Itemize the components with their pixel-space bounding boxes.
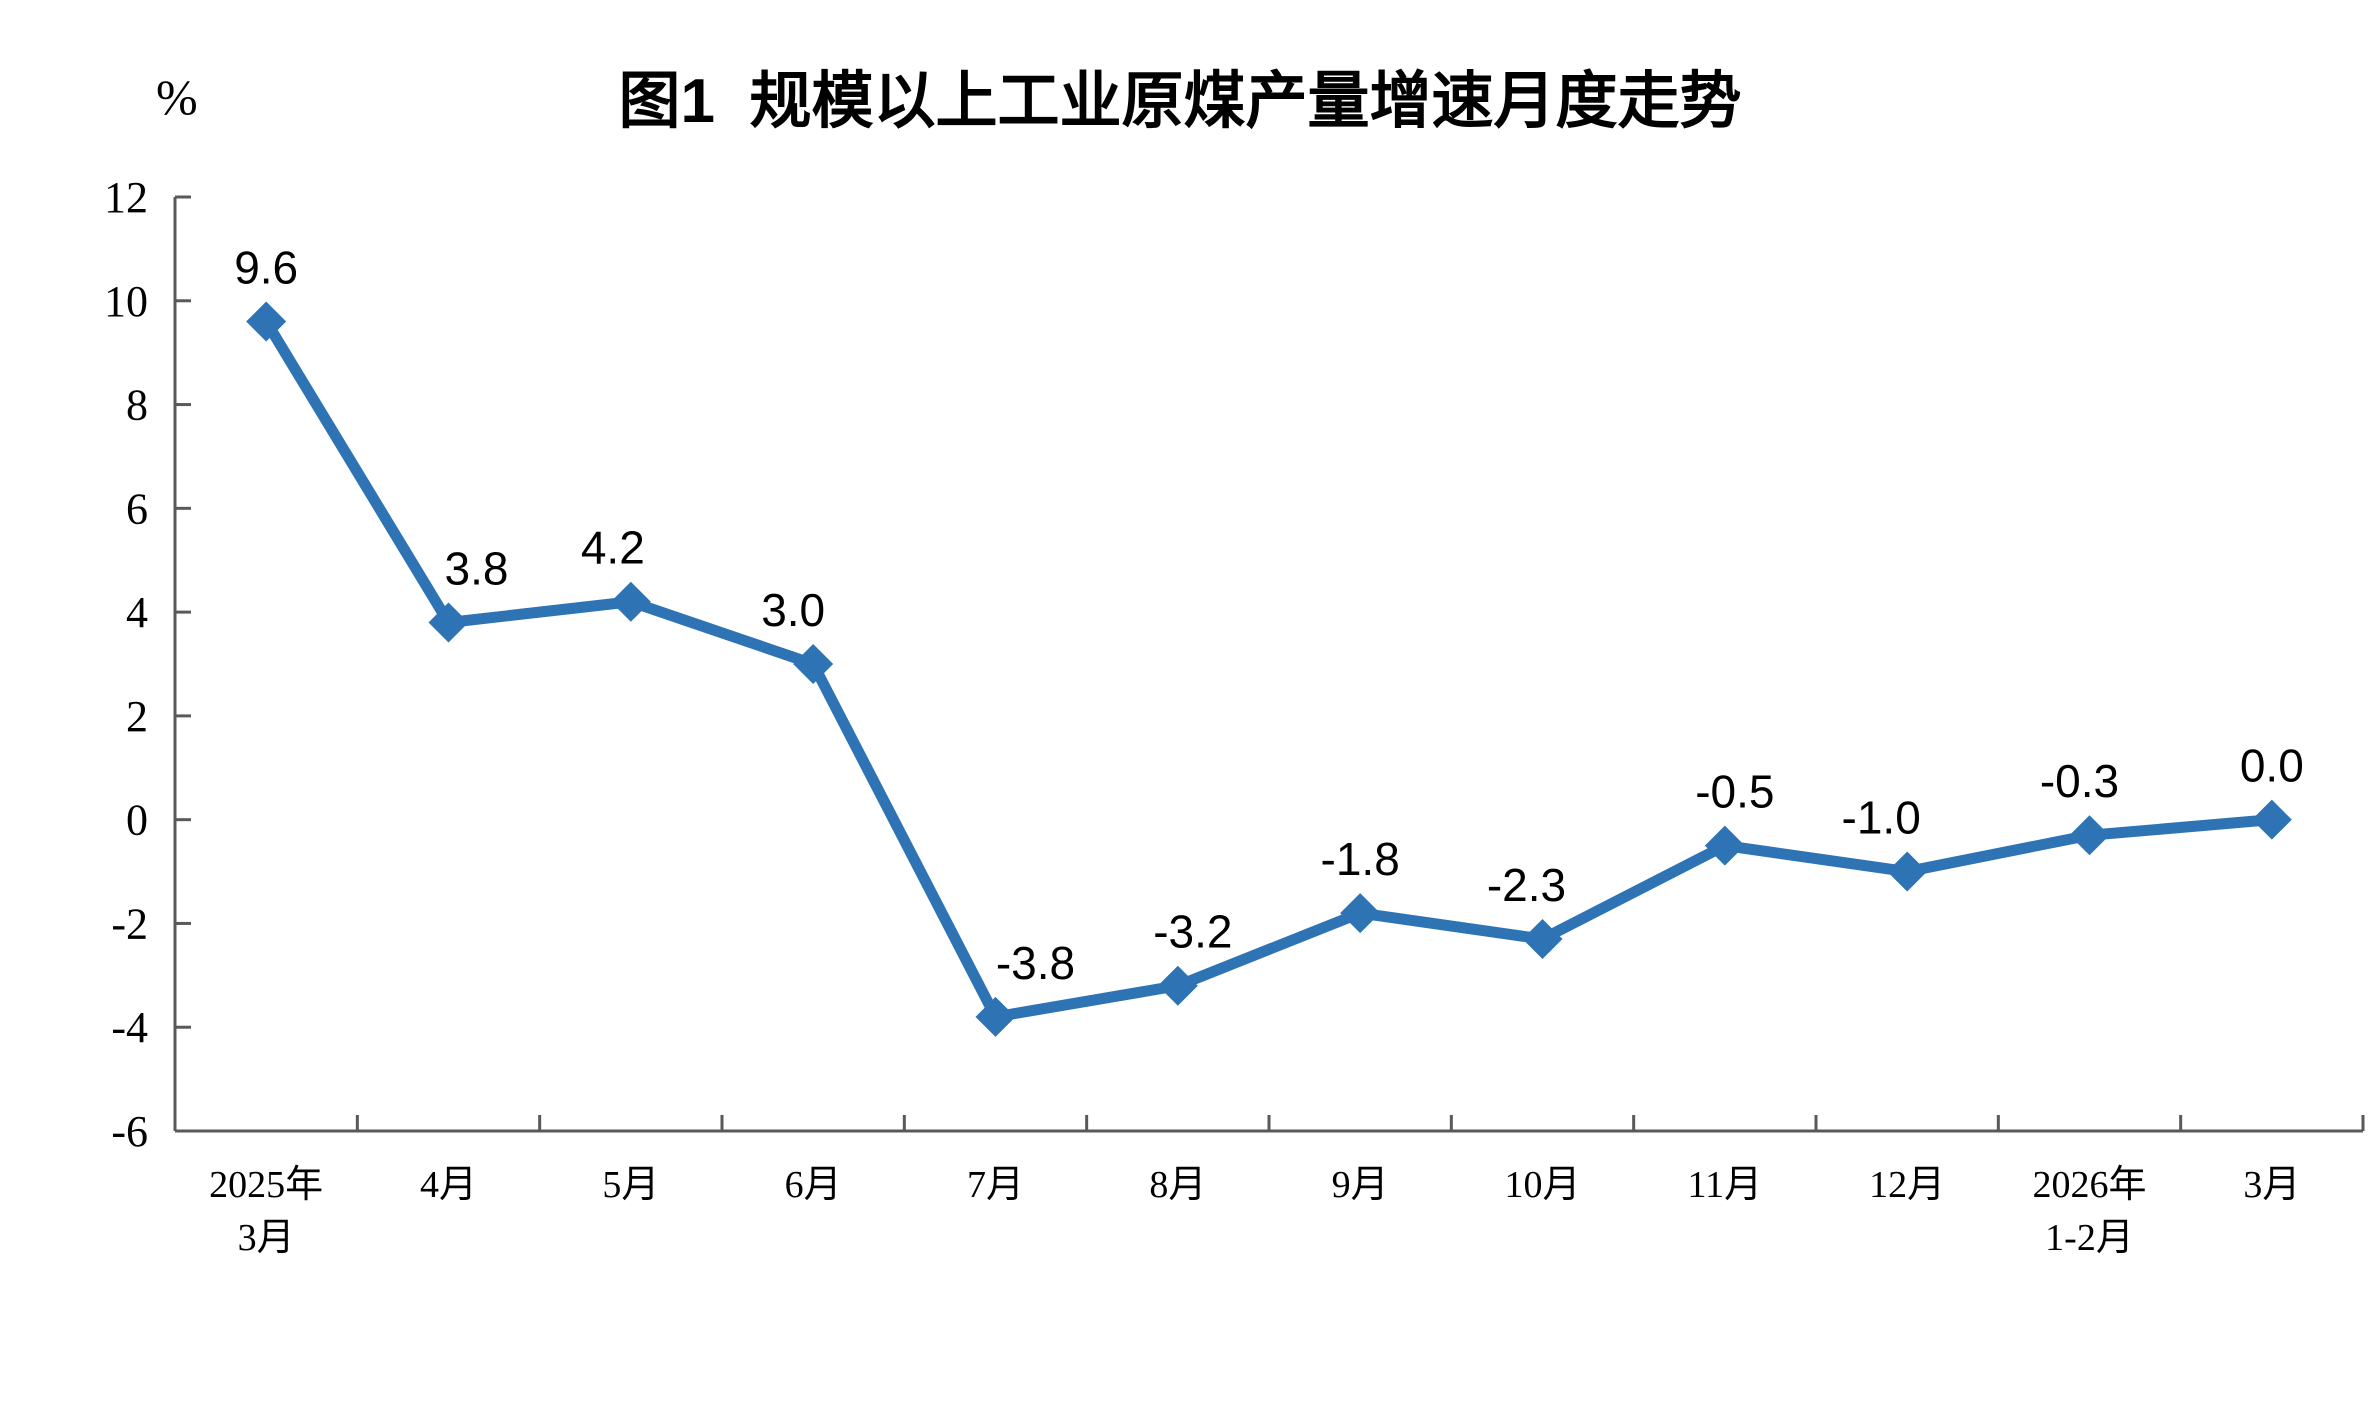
x-category-label: 2025年 3月 <box>209 1164 323 1259</box>
data-point-marker <box>1887 851 1928 892</box>
data-point-label: 3.0 <box>761 584 825 636</box>
x-category-label: 4月 <box>420 1164 477 1206</box>
data-point-label: -3.2 <box>1153 906 1232 958</box>
data-point-marker <box>246 301 287 342</box>
chart-title: 图1 规模以上工业原煤产量增速月度走势 <box>618 67 1742 136</box>
data-point-label: -1.0 <box>1842 792 1921 844</box>
data-point-label: -2.3 <box>1487 859 1566 911</box>
y-tick-label: 8 <box>126 381 148 430</box>
data-point-marker <box>1522 919 1563 960</box>
data-point-marker <box>793 644 834 684</box>
data-point-label: -1.8 <box>1321 833 1400 885</box>
y-tick-label: -4 <box>111 1003 148 1052</box>
y-tick-label: -6 <box>111 1107 148 1156</box>
data-point-marker <box>2251 799 2292 840</box>
data-point-marker <box>610 581 651 622</box>
x-category-label: 5月 <box>602 1164 659 1206</box>
data-point-label: 9.6 <box>234 242 298 294</box>
data-point-label: -3.8 <box>996 937 1075 989</box>
data-point-marker <box>428 602 469 643</box>
data-point-label: 4.2 <box>581 522 645 574</box>
x-category-label: 6月 <box>785 1164 842 1206</box>
x-category-label: 10月 <box>1504 1164 1580 1206</box>
x-category-label: 7月 <box>967 1164 1024 1206</box>
data-point-label: -0.3 <box>2040 755 2119 807</box>
x-category-label: 8月 <box>1149 1164 1206 1206</box>
y-tick-label: 2 <box>126 692 148 741</box>
y-axis-unit-label: % <box>156 69 198 125</box>
data-point-label: 0.0 <box>2240 740 2304 792</box>
data-point-marker <box>975 996 1016 1037</box>
data-point-label: -0.5 <box>1695 766 1774 818</box>
x-category-label: 9月 <box>1332 1164 1389 1206</box>
x-category-label: 2026年 1-2月 <box>2032 1164 2146 1259</box>
data-point-label: 3.8 <box>445 542 509 594</box>
trend-line <box>260 316 2278 1023</box>
data-point-marker <box>1704 825 1745 866</box>
x-category-label: 11月 <box>1688 1164 1763 1206</box>
data-point-marker <box>1157 965 1198 1006</box>
x-category-label: 12月 <box>1869 1164 1945 1206</box>
y-tick-label: 10 <box>104 277 148 326</box>
x-category-label: 3月 <box>2243 1164 2300 1206</box>
y-tick-label: 0 <box>126 796 148 845</box>
data-point-marker <box>2069 815 2110 856</box>
y-tick-label: 4 <box>126 588 148 637</box>
y-tick-label: 6 <box>126 484 148 533</box>
y-tick-label: -2 <box>111 899 148 948</box>
y-tick-label: 12 <box>104 173 148 222</box>
data-point-marker <box>1340 893 1381 934</box>
